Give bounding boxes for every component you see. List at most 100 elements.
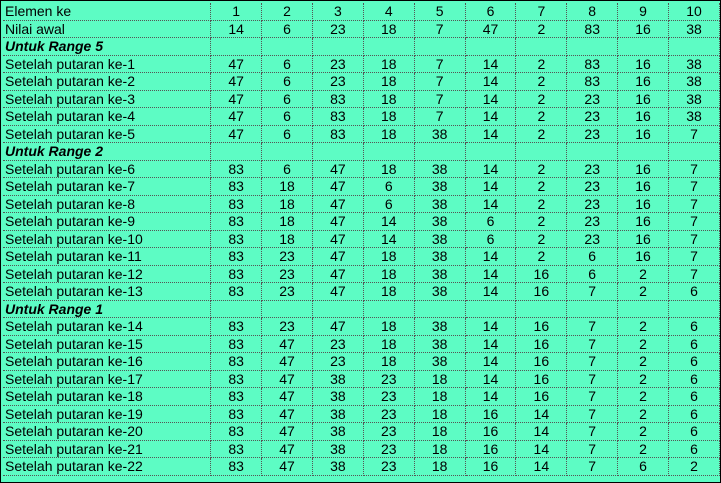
header-col: 1: [210, 3, 263, 21]
row-value: 47: [261, 387, 313, 406]
empty-cell: [261, 300, 313, 318]
row-value: 38: [312, 405, 364, 423]
initial-value: 18: [363, 20, 415, 38]
table-row: Setelah putaran ke-20 83 47 38 23 18 16 14 7 2 6: [3, 422, 721, 441]
row-value: 2: [617, 265, 669, 283]
row-value: 6: [465, 230, 517, 248]
row-value: 38: [414, 230, 466, 248]
row-value: 2: [515, 55, 568, 73]
row-value: 18: [414, 387, 466, 406]
row-value: 7: [668, 265, 721, 283]
row-value: 14: [465, 160, 517, 178]
row-value: 7: [668, 125, 721, 143]
table-row: Setelah putaran ke-16 83 47 23 18 38 14 16 7 2 6: [3, 352, 721, 371]
row-value: 7: [668, 212, 721, 231]
row-value: 18: [414, 457, 466, 476]
empty-cell: [261, 142, 313, 161]
table-row: Setelah putaran ke-11 83 23 47 18 38 14 2 6 16 7: [3, 247, 721, 266]
row-value: 6: [566, 265, 619, 283]
row-value: 47: [312, 247, 364, 266]
row-value: 6: [261, 125, 313, 143]
row-value: 2: [617, 387, 669, 406]
row-value: 2: [617, 370, 669, 388]
row-value: 6: [668, 335, 721, 353]
row-value: 38: [414, 352, 466, 371]
row-value: 14: [465, 317, 517, 336]
row-value: 23: [566, 160, 619, 178]
row-value: 16: [515, 265, 568, 283]
empty-cell: [617, 142, 669, 161]
row-value: 83: [210, 422, 263, 441]
row-value: 38: [414, 317, 466, 336]
row-value: 6: [566, 247, 619, 266]
table-row: Setelah putaran ke-22 83 47 38 23 18 16 14 7 6 2: [3, 457, 721, 476]
header-col: 10: [668, 3, 721, 21]
row-value: 83: [210, 370, 263, 388]
row-value: 38: [668, 55, 721, 73]
row-value: 23: [566, 212, 619, 231]
empty-cell: [261, 37, 313, 56]
row-value: 83: [566, 72, 619, 91]
row-value: 38: [312, 370, 364, 388]
row-value: 47: [261, 457, 313, 476]
row-value: 83: [210, 457, 263, 476]
initial-value: 14: [210, 20, 263, 38]
row-value: 83: [210, 387, 263, 406]
row-label: Setelah putaran ke-16: [3, 352, 212, 371]
row-value: 16: [515, 282, 568, 301]
table-row: Setelah putaran ke-9 83 18 47 14 38 6 2 23 16 7: [3, 212, 721, 231]
row-value: 2: [617, 352, 669, 371]
row-label: Setelah putaran ke-20: [3, 422, 212, 441]
initial-value: 6: [261, 20, 313, 38]
empty-cell: [515, 142, 568, 161]
row-value: 14: [465, 282, 517, 301]
row-value: 16: [465, 405, 517, 423]
row-value: 14: [465, 387, 517, 406]
row-value: 18: [363, 55, 415, 73]
row-value: 6: [261, 72, 313, 91]
row-value: 16: [515, 317, 568, 336]
row-value: 6: [668, 282, 721, 301]
empty-cell: [515, 300, 568, 318]
table-row: Setelah putaran ke-1 47 6 23 18 7 14 2 83 16 38: [3, 55, 721, 73]
row-value: 7: [566, 370, 619, 388]
row-value: 18: [363, 72, 415, 91]
row-value: 18: [414, 405, 466, 423]
row-value: 18: [414, 370, 466, 388]
row-label: Setelah putaran ke-22: [3, 457, 212, 476]
empty-cell: [465, 142, 517, 161]
row-value: 47: [210, 125, 263, 143]
row-value: 16: [465, 422, 517, 441]
row-value: 23: [566, 90, 619, 108]
row-value: 47: [261, 352, 313, 371]
row-value: 47: [210, 72, 263, 91]
row-value: 16: [617, 160, 669, 178]
empty-cell: [668, 300, 721, 318]
header-label: Elemen ke: [3, 3, 212, 21]
row-value: 47: [312, 212, 364, 231]
row-value: 2: [515, 212, 568, 231]
row-value: 16: [617, 230, 669, 248]
empty-cell: [566, 300, 619, 318]
empty-cell: [210, 300, 263, 318]
table-row: Setelah putaran ke-10 83 18 47 14 38 6 2 23 16 7: [3, 230, 721, 248]
row-value: 14: [515, 422, 568, 441]
row-value: 14: [465, 90, 517, 108]
row-value: 23: [261, 265, 313, 283]
row-value: 47: [261, 422, 313, 441]
row-label: Setelah putaran ke-3: [3, 90, 212, 108]
table-row: Setelah putaran ke-3 47 6 83 18 7 14 2 23 16 38: [3, 90, 721, 108]
table-row: Setelah putaran ke-14 83 23 47 18 38 14 16 7 2 6: [3, 317, 721, 336]
row-value: 6: [617, 457, 669, 476]
table-row: Setelah putaran ke-21 83 47 38 23 18 16 14 7 2 6: [3, 440, 721, 458]
row-value: 23: [363, 370, 415, 388]
row-label: Setelah putaran ke-19: [3, 405, 212, 423]
row-value: 18: [363, 317, 415, 336]
initial-row: Nilai awal 14 6 23 18 7 47 2 83 16 38: [3, 20, 721, 38]
row-value: 16: [465, 440, 517, 458]
row-value: 18: [363, 352, 415, 371]
row-value: 2: [515, 125, 568, 143]
initial-value: 23: [312, 20, 364, 38]
row-value: 83: [566, 55, 619, 73]
row-value: 83: [210, 405, 263, 423]
